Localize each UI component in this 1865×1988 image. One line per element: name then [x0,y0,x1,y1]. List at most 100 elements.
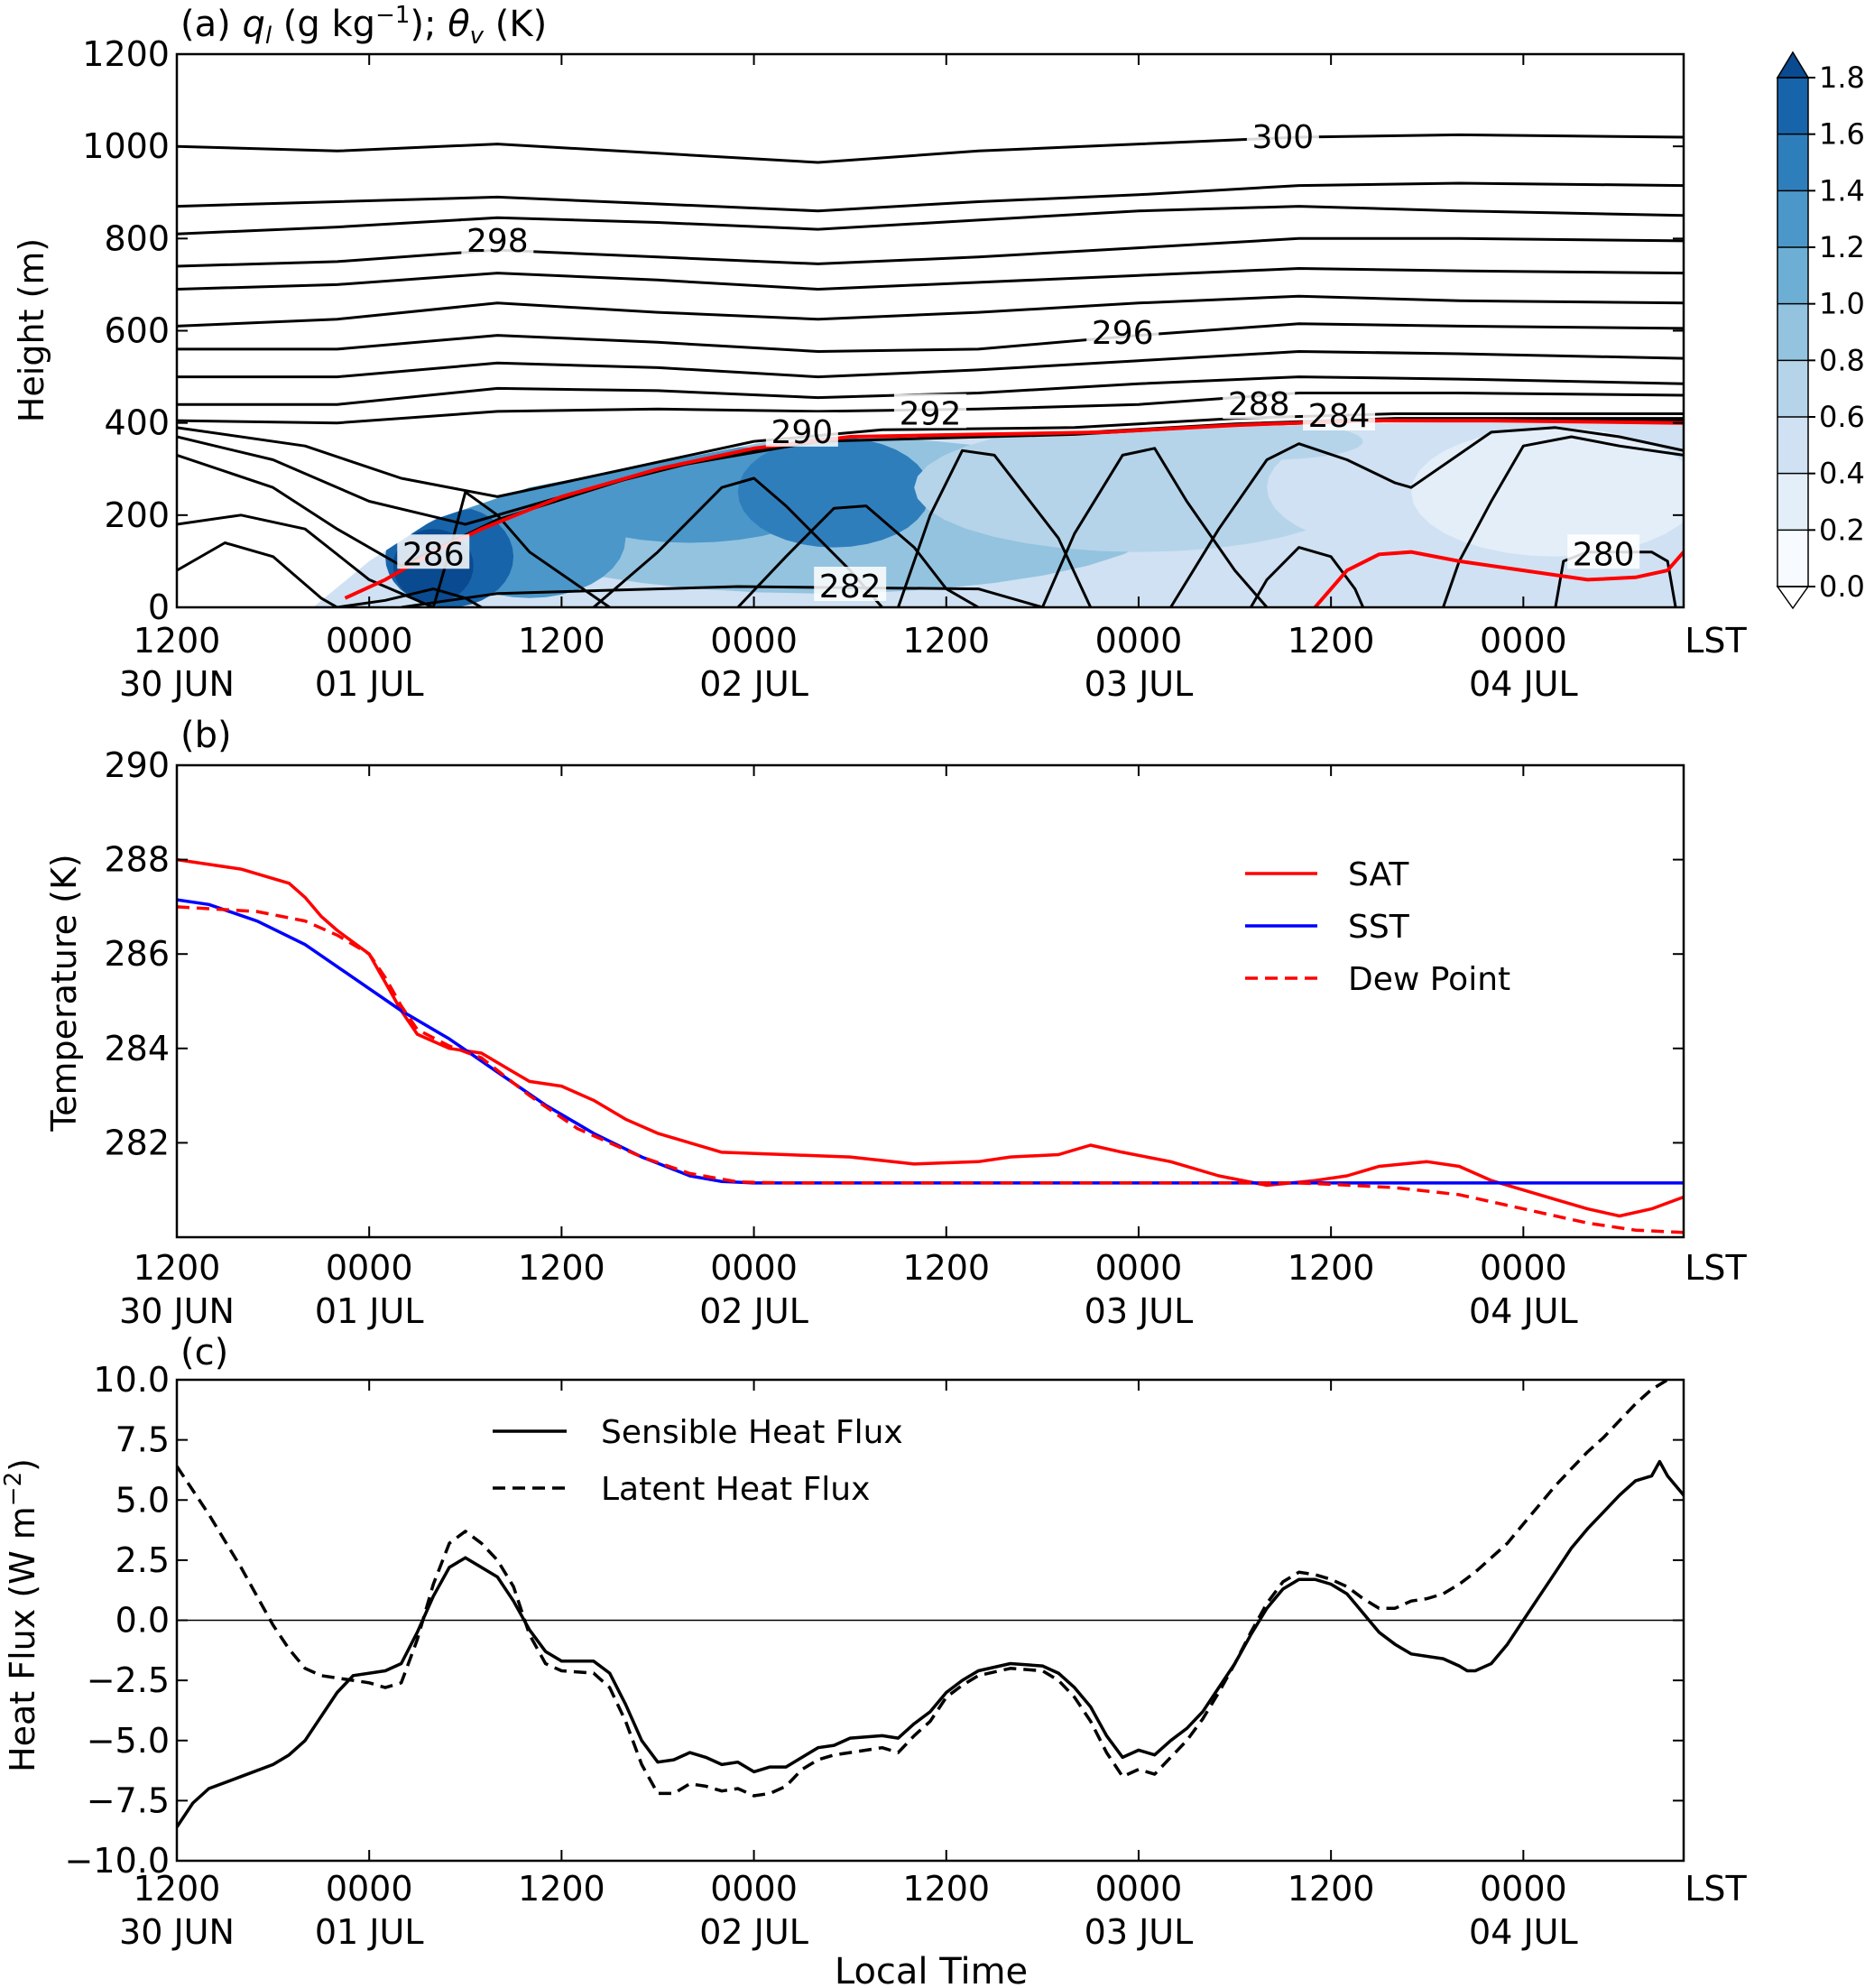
colorbar-band [1777,78,1808,134]
series-sensible-heat-flux [177,1459,1684,1828]
colorbar-tick-label: 1.8 [1819,60,1865,95]
y-tick-label: −10.0 [65,1841,170,1881]
theta-v-contour [1041,447,1269,607]
panel-a-contour-labels: 300 298 296 292 290 288 284 286 282 280 [397,116,1640,606]
y-tick-label: 284 [104,1029,170,1068]
y-tick-label: −7.5 [87,1780,170,1820]
contour-label: 286 [402,536,465,573]
theta-v-contour [1169,426,1684,607]
colorbar-tick-label: 0.2 [1819,513,1865,547]
x-tick-label: 0000 [326,1248,413,1288]
x-tick-date-label: 04 JUL [1469,664,1578,704]
theta-v-contour [897,448,1093,607]
y-tick-label: −2.5 [87,1660,170,1700]
contour-label: 296 [1092,315,1154,352]
liquid-water-region [737,437,930,548]
contour-label: 282 [819,569,882,606]
y-tick-label: 800 [104,218,170,258]
y-tick-label: 2.5 [115,1540,170,1580]
contour-label: 284 [1308,398,1371,435]
contour-label: 298 [466,223,529,260]
x-tick-label: 1200 [134,621,221,661]
contour-label-bg [1303,396,1376,431]
contour-label-bg [894,393,966,429]
y-tick-label: 1000 [82,126,170,166]
x-tick-date-label: 01 JUL [315,1291,424,1331]
colorbar-band [1777,247,1808,304]
contour-label: 288 [1228,386,1290,423]
x-tick-date-label: 02 JUL [699,1291,808,1331]
panel-c-plot-area [177,1380,1684,1828]
x-tick-label: 0000 [1095,621,1183,661]
panel-c: (c) −10.0 −7.5 −5.0 −2.5 0.0 2.5 5.0 7.5 10.0 12… [0,1332,1748,1988]
x-tick-label: 1200 [1288,1869,1375,1909]
x-tick-label: LST [1685,1248,1747,1288]
panel-b-ylabel: Temperature (K) [44,854,84,1132]
x-tick-label: 1200 [902,1248,990,1288]
x-tick-label: 0000 [326,1869,413,1909]
x-tick-date-label: 02 JUL [699,664,808,704]
liquid-water-region [1170,425,1363,460]
y-tick-label: 7.5 [115,1420,170,1460]
x-tick-date-label: 01 JUL [315,664,424,704]
contour-label-bg [1086,313,1159,348]
x-tick-date-label: 03 JUL [1085,1912,1194,1952]
contour-label: 300 [1251,119,1314,156]
x-tick-date-label: 30 JUN [119,1291,235,1331]
x-tick-date-label: 01 JUL [315,1912,424,1952]
x-tick-date-label: 03 JUL [1085,1291,1194,1331]
colorbar-band [1777,417,1808,474]
x-tick-date-label: 30 JUN [119,1912,235,1952]
x-tick-date-label: 02 JUL [699,1912,808,1952]
theta-v-contour [177,181,1684,213]
panel-c-ylabel: Heat Flux (W m−2) [0,1458,42,1772]
panel-c-label: (c) [180,1332,228,1373]
colorbar-tick-label: 0.4 [1819,457,1865,491]
panel-c-legend: Sensible Heat Flux Latent Heat Flux [493,1414,903,1508]
theta-v-contour [177,236,1684,268]
panel-a-ylabel: Height (m) [12,238,51,422]
panel-a-plot-area [177,133,1684,607]
theta-v-contour [177,541,338,607]
panel-a-title: (a) ql (g kg−1); θv (K) [180,2,547,50]
panel-b-y-axis: 282 284 286 288 290 [104,745,1684,1162]
colorbar-band [1777,360,1808,417]
theta-v-contour [177,322,1684,353]
y-tick-label: 288 [104,840,170,880]
x-tick-label: 0000 [1480,1869,1567,1909]
y-tick-label: 400 [104,403,170,443]
x-tick-label: 0000 [710,1869,798,1909]
x-tick-label: 1200 [1288,1248,1375,1288]
contour-label: 280 [1573,536,1635,573]
y-tick-label: −5.0 [87,1721,170,1761]
contour-label-bg [1223,384,1296,420]
y-tick-label: 0.0 [115,1601,170,1641]
x-tick-label: 1200 [902,1869,990,1909]
colorbar-tick-label: 0.6 [1819,400,1865,434]
contour-label-bg [461,220,534,255]
contour-label-bg [1567,534,1640,569]
liquid-water-region [1411,427,1684,557]
x-tick-label: 1200 [902,621,990,661]
x-axis-label: Local Time [835,1951,1028,1988]
x-tick-label: 0000 [1095,1248,1183,1288]
x-tick-label: 1200 [134,1869,221,1909]
panel-b-plot-area [177,857,1684,1234]
x-tick-label: 0000 [710,621,798,661]
x-tick-label: 1200 [518,1248,605,1288]
contour-label-bg [397,534,470,569]
series-sat [177,857,1684,1218]
contour-label: 292 [900,395,962,432]
x-tick-label: 0000 [1095,1869,1183,1909]
y-tick-label: 290 [104,745,170,785]
y-tick-label: 200 [104,495,170,535]
x-tick-label: LST [1685,1869,1747,1909]
x-tick-label: 1200 [518,1869,605,1909]
contour-label: 290 [771,414,834,451]
legend-label: Sensible Heat Flux [601,1414,903,1451]
x-tick-label: 0000 [1480,1248,1567,1288]
